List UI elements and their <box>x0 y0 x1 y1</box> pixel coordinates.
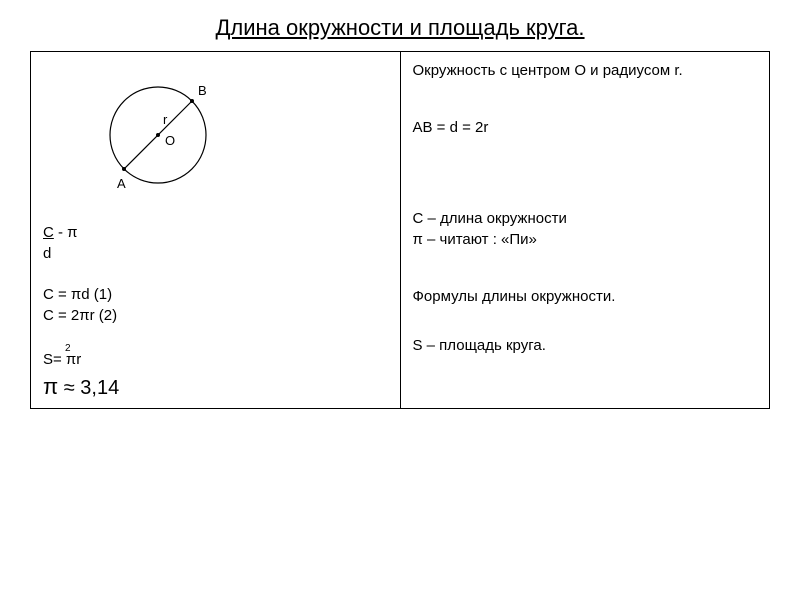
svg-text:A: A <box>117 176 126 191</box>
right-column: Окружность с центром О и радиусом r. АВ … <box>400 52 770 409</box>
area-caption: S – площадь круга. <box>413 335 758 356</box>
circumference-formulas: C = πd (1) C = 2πr (2) <box>43 284 388 326</box>
pi-symbol: π <box>43 374 58 399</box>
page-title: Длина окружности и площадь круга. <box>30 15 770 41</box>
ratio-pi: - π <box>54 224 78 241</box>
formula-2: C = 2πr (2) <box>43 305 388 326</box>
explanation-block: С – длина окружности π – читают : «Пи» <box>413 208 758 250</box>
svg-text:r: r <box>163 112 168 127</box>
pi-value: ≈ 3,14 <box>58 377 119 399</box>
definition-line: Окружность с центром О и радиусом r. <box>413 60 758 81</box>
circle-svg: A B Or <box>83 60 243 200</box>
diameter-relation: АВ = d = 2r <box>413 117 758 138</box>
ratio-block: C - π d <box>43 222 388 264</box>
svg-text:O: O <box>165 133 175 148</box>
svg-text:B: B <box>198 83 207 98</box>
formula-1: C = πd (1) <box>43 284 388 305</box>
circle-diagram: A B Or <box>43 60 388 204</box>
circumference-meaning: С – длина окружности <box>413 208 758 229</box>
left-column: A B Or C - π d C = πd (1) C = 2πr (2) 2 S=… <box>31 52 401 409</box>
ratio-denominator: d <box>43 243 388 264</box>
pi-approximation: π ≈ 3,14 <box>43 374 388 400</box>
content-table: A B Or C - π d C = πd (1) C = 2πr (2) 2 S=… <box>30 51 770 409</box>
formulas-caption: Формулы длины окружности. <box>413 286 758 307</box>
pi-reading: π – читают : «Пи» <box>413 229 758 250</box>
area-formula-block: 2 S= πr <box>43 346 388 368</box>
area-formula: S= πr <box>43 351 388 368</box>
ratio-numerator: C <box>43 224 54 241</box>
